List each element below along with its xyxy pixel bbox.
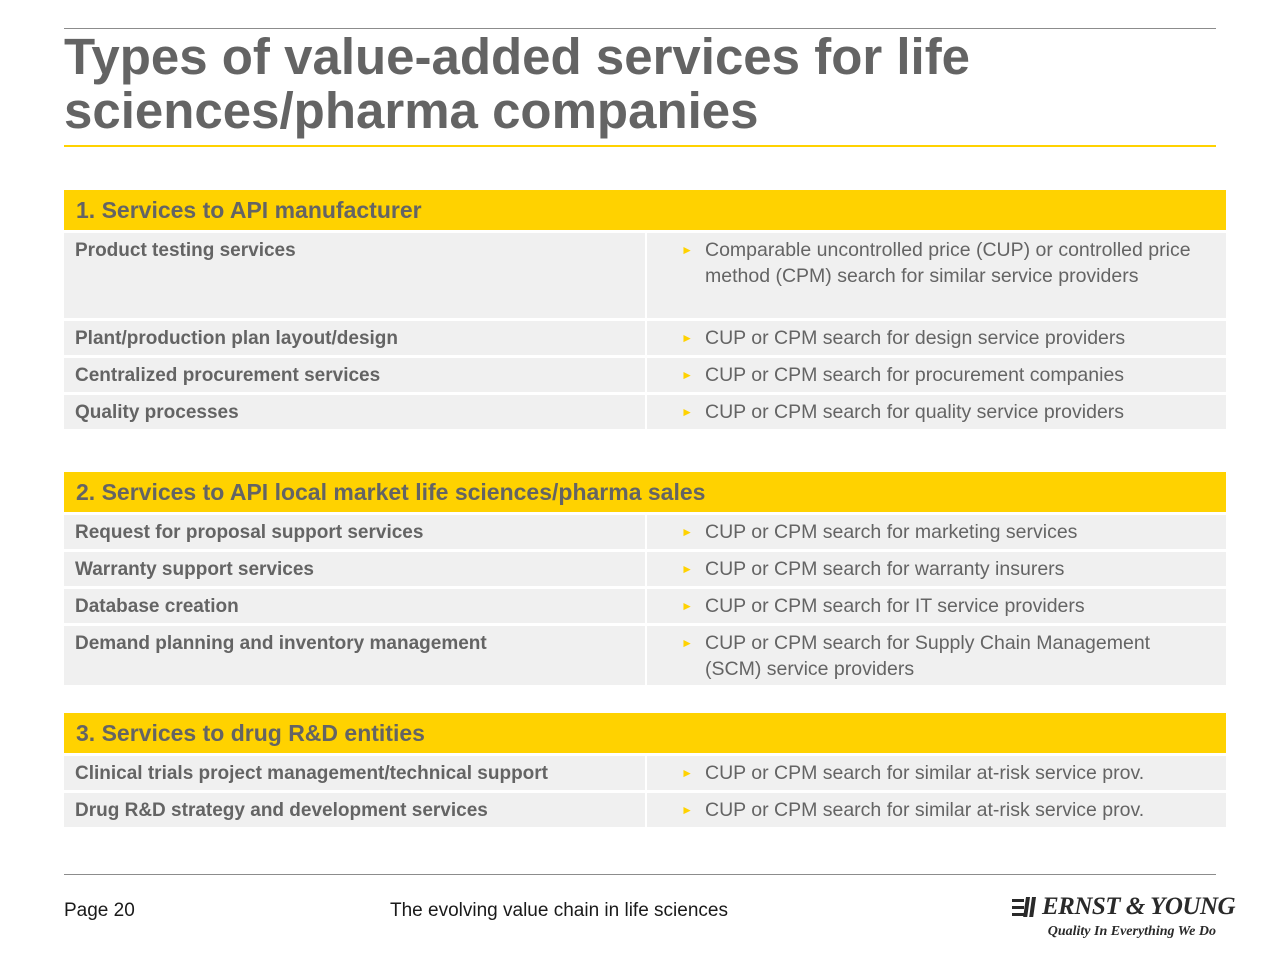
method-text: CUP or CPM search for Supply Chain Manag… <box>705 632 1151 680</box>
triangle-right-icon: ► <box>681 636 693 650</box>
triangle-right-icon: ► <box>681 562 693 576</box>
method-text: CUP or CPM search for procurement compan… <box>705 364 1125 386</box>
section-header: 3. Services to drug R&D entities <box>64 713 1226 753</box>
method-text: CUP or CPM search for similar at-risk se… <box>705 762 1145 784</box>
footer-rule <box>64 874 1216 875</box>
method-text: CUP or CPM search for quality service pr… <box>705 401 1125 423</box>
section-header: 1. Services to API manufacturer <box>64 190 1226 230</box>
company-logo: ERNST & YOUNG Quality In Everything We D… <box>1010 893 1236 945</box>
section-drug-rd: 3. Services to drug R&D entities Clinica… <box>64 713 1226 827</box>
table-row: Clinical trials project management/techn… <box>64 756 1226 790</box>
method-text: CUP or CPM search for similar at-risk se… <box>705 799 1145 821</box>
service-name: Centralized procurement services <box>64 358 645 392</box>
method-text: Comparable uncontrolled price (CUP) or c… <box>705 239 1191 287</box>
triangle-right-icon: ► <box>681 525 693 539</box>
page-title: Types of value-added services for life s… <box>64 28 971 139</box>
footer-title: The evolving value chain in life science… <box>390 900 728 921</box>
service-name: Drug R&D strategy and development servic… <box>64 793 645 827</box>
triangle-right-icon: ► <box>681 331 693 345</box>
service-name: Product testing services <box>64 233 645 318</box>
service-name: Request for proposal support services <box>64 515 645 549</box>
service-name: Database creation <box>64 589 645 623</box>
method-text: CUP or CPM search for warranty insurers <box>705 558 1065 580</box>
top-rule <box>64 28 1216 29</box>
service-name: Plant/production plan layout/design <box>64 321 645 355</box>
triangle-right-icon: ► <box>681 803 693 817</box>
table-row: Quality processes ► CUP or CPM search for… <box>64 395 1226 429</box>
table-row: Product testing services ► Comparable unc… <box>64 233 1226 318</box>
triangle-right-icon: ► <box>681 368 693 382</box>
section-local-market-sales: 2. Services to API local market life sci… <box>64 472 1226 685</box>
triangle-right-icon: ► <box>681 766 693 780</box>
method-text: CUP or CPM search for IT service provide… <box>705 595 1085 617</box>
table-row: Demand planning and inventory management… <box>64 626 1226 685</box>
method-text: CUP or CPM search for design service pro… <box>705 327 1126 349</box>
section-header: 2. Services to API local market life sci… <box>64 472 1226 512</box>
table-row: Database creation ► CUP or CPM search for… <box>64 589 1226 623</box>
triangle-right-icon: ► <box>681 599 693 613</box>
table-row: Drug R&D strategy and development servic… <box>64 793 1226 827</box>
page-number: Page 20 <box>64 900 135 921</box>
table-row: Plant/production plan layout/design ► CUP… <box>64 321 1226 355</box>
section-api-manufacturer: 1. Services to API manufacturer Product … <box>64 190 1226 429</box>
logo-tagline: Quality In Everything We Do <box>1047 924 1216 939</box>
title-underline <box>64 145 1216 147</box>
service-name: Demand planning and inventory management <box>64 626 645 685</box>
triangle-right-icon: ► <box>681 405 693 419</box>
service-name: Clinical trials project management/techn… <box>64 756 645 790</box>
logo-bars-icon <box>1012 897 1036 917</box>
triangle-right-icon: ► <box>681 243 693 257</box>
table-row: Centralized procurement services ► CUP or… <box>64 358 1226 392</box>
logo-name: ERNST & YOUNG <box>1042 893 1236 920</box>
table-row: Request for proposal support services ► C… <box>64 515 1226 549</box>
table-row: Warranty support services ► CUP or CPM se… <box>64 552 1226 586</box>
method-text: CUP or CPM search for marketing services <box>705 521 1078 543</box>
service-name: Warranty support services <box>64 552 645 586</box>
service-name: Quality processes <box>64 395 645 429</box>
